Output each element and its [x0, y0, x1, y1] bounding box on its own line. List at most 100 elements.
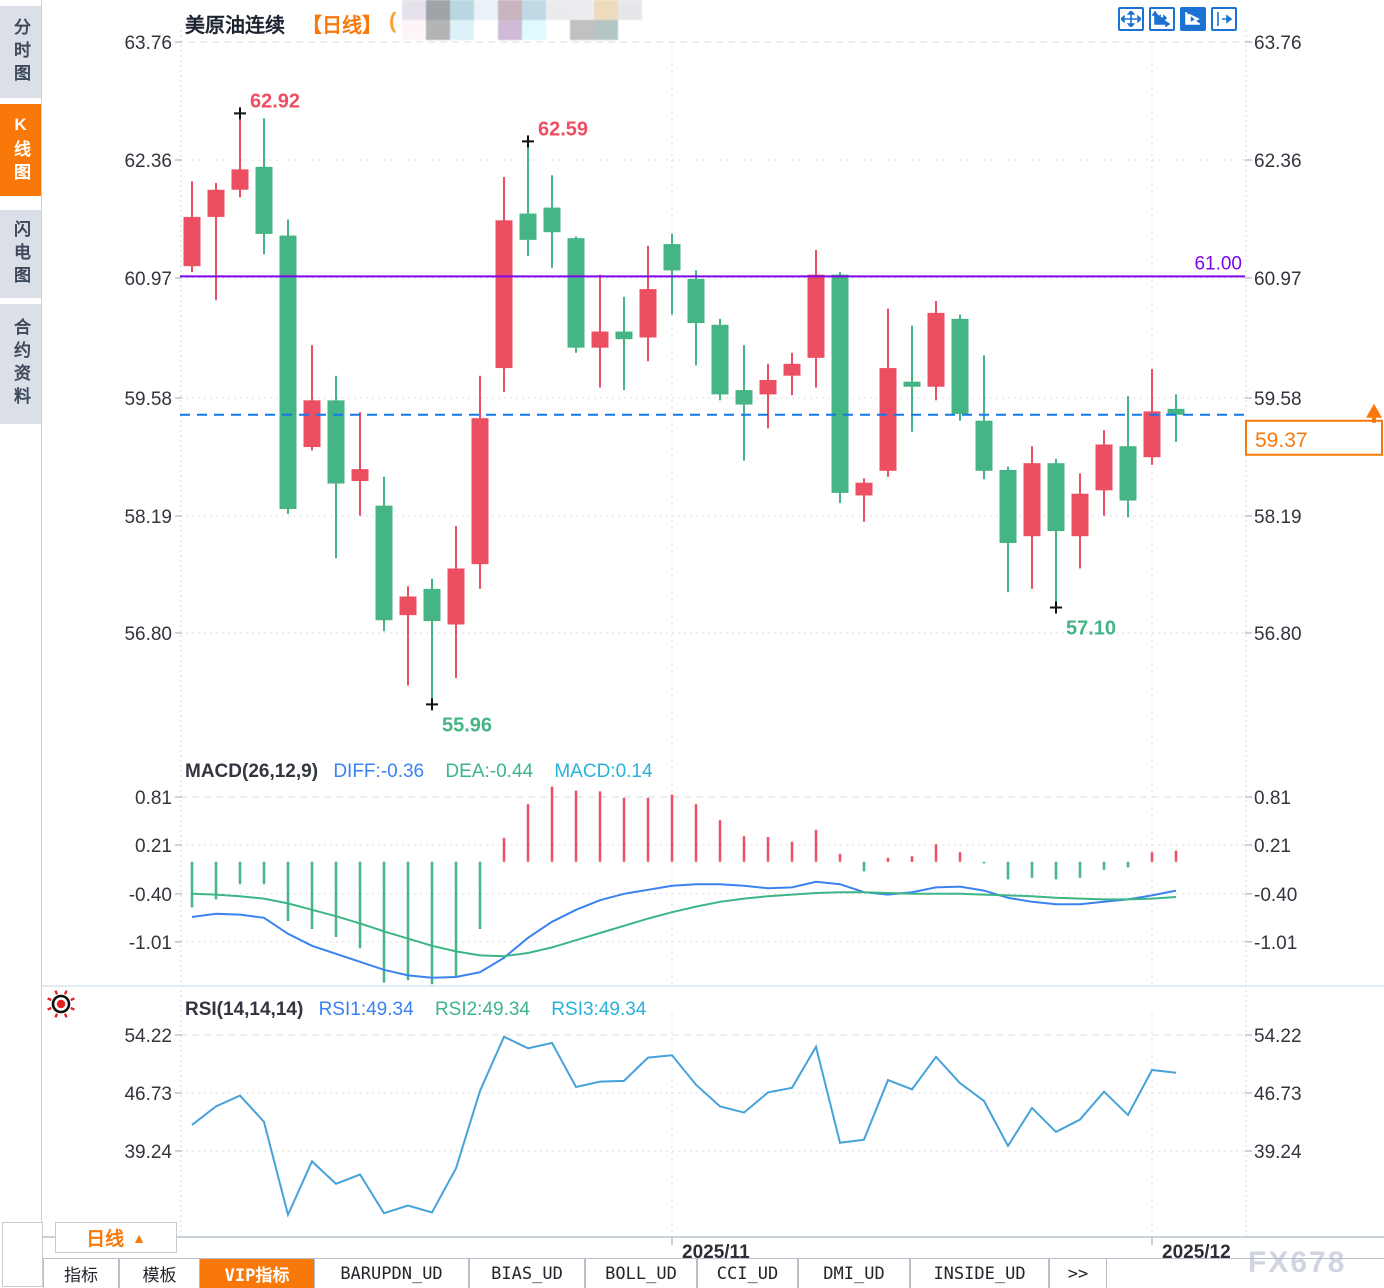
indicator-tab-指标[interactable]: 指标 — [43, 1259, 119, 1288]
current-price-badge — [1245, 419, 1383, 456]
candle — [279, 219, 297, 515]
sidebar-tab-2[interactable]: K线图 — [0, 104, 41, 196]
extremum-price-label: 55.96 — [442, 714, 492, 736]
gridlines-layer — [42, 30, 1384, 1245]
extremum-price-label: 62.92 — [250, 90, 300, 112]
candle — [831, 272, 849, 504]
annotations-layer: 62.92 62.59 55.96 57.10 — [234, 88, 1118, 738]
indicator-tab-bar: 指标 模板 VIP指标 BARUPDN_UD BIAS_UD BOLL_UD CCI_UD D… — [43, 1258, 1384, 1288]
indicator-tab--[interactable]: >> — [1049, 1259, 1107, 1288]
axis-zoom-icon[interactable] — [1149, 7, 1175, 31]
indicator-tab-barupdn-ud[interactable]: BARUPDN_UD — [314, 1259, 469, 1288]
macd-dea-value: DEA:-0.44 — [445, 761, 534, 782]
extremum-cross-icon — [234, 107, 246, 120]
sidebar-tab-4[interactable]: 合约资料 — [0, 304, 41, 424]
candle — [1047, 458, 1065, 608]
candle — [1167, 394, 1185, 442]
rsi2-value: RSI2:49.34 — [434, 999, 531, 1020]
y-axis-label: 63.76 — [124, 33, 172, 54]
censored-blur-patch — [402, 0, 642, 40]
indicator-tab-bias-ud[interactable]: BIAS_UD — [469, 1259, 585, 1288]
candle — [663, 233, 681, 315]
current-price-label: 59.37 — [1255, 429, 1308, 452]
y-axis-label: 0.81 — [135, 788, 172, 809]
macd-diff-value: DIFF:-0.36 — [333, 761, 425, 782]
y-axis-label: -1.01 — [129, 933, 172, 954]
rsi-header: RSI(14,14,14) RSI1:49.34 RSI2:49.34 RSI3… — [185, 999, 646, 1021]
candle — [615, 296, 633, 391]
period-button[interactable]: 日线 ▲ — [55, 1222, 177, 1253]
candle — [399, 586, 417, 686]
candle — [1143, 368, 1161, 465]
candle — [1119, 396, 1137, 518]
mosaic-block — [450, 20, 474, 40]
mosaic-block — [474, 0, 498, 20]
macd-macd-value: MACD:0.14 — [554, 761, 653, 782]
mosaic-block — [498, 0, 522, 20]
bottom-corner-cell — [2, 1222, 43, 1287]
candle — [567, 236, 585, 353]
extremum-cross-icon — [426, 698, 438, 711]
y-axis-label: -1.01 — [1254, 933, 1297, 954]
rsi3-value: RSI3:49.34 — [551, 999, 647, 1020]
candle — [495, 177, 513, 392]
chart-toolbar — [1118, 7, 1237, 31]
indicator-tab-模板[interactable]: 模板 — [119, 1259, 200, 1288]
indicator-tab-dmi-ud[interactable]: DMI_UD — [798, 1259, 910, 1288]
candle — [423, 578, 441, 705]
candle — [447, 526, 465, 678]
sidebar-tab-1[interactable]: 分时图 — [0, 6, 41, 98]
sidebar-tab-label: K线图 — [11, 114, 30, 186]
candle — [687, 270, 705, 366]
indicator-tab-boll-ud[interactable]: BOLL_UD — [585, 1259, 697, 1288]
period-button-label: 日线 — [86, 1229, 125, 1250]
y-axis-label: 46.73 — [124, 1084, 172, 1105]
candle — [639, 245, 657, 362]
alert-price-label: 61.00 — [1194, 253, 1242, 274]
candle — [879, 308, 897, 477]
candle — [183, 181, 201, 273]
y-axis-label: 56.80 — [124, 624, 172, 645]
rsi-title: RSI(14,14,14) — [185, 999, 304, 1020]
candle — [207, 182, 225, 301]
macd-dea-line — [191, 891, 1177, 958]
y-axis-label: 56.80 — [1254, 624, 1302, 645]
mosaic-block — [522, 20, 546, 40]
candle — [783, 352, 801, 396]
y-axis-label: 39.24 — [124, 1142, 172, 1163]
mosaic-block — [426, 0, 450, 20]
candle — [1071, 473, 1089, 569]
extremum-price-label: 62.59 — [538, 118, 588, 140]
sidebar-tab-label: 合约资料 — [11, 318, 30, 410]
mosaic-block — [546, 0, 570, 20]
mosaic-block — [570, 20, 594, 40]
mosaic-block — [594, 0, 618, 20]
pan-move-icon[interactable] — [1118, 7, 1144, 31]
y-axis-label: 0.21 — [135, 836, 172, 857]
candle — [711, 318, 729, 401]
indicator-tab-cci-ud[interactable]: CCI_UD — [697, 1259, 798, 1288]
mosaic-block — [594, 20, 618, 40]
mosaic-block — [618, 20, 642, 40]
extremum-cross-icon — [522, 135, 534, 148]
sidebar-tab-3[interactable]: 闪电图 — [0, 210, 41, 298]
auto-follow-icon[interactable] — [1180, 7, 1206, 31]
sidebar-tab-label: 闪电图 — [11, 219, 30, 289]
indicator-tab-vip指标[interactable]: VIP指标 — [200, 1259, 314, 1288]
candle — [543, 175, 561, 268]
candle — [807, 250, 825, 388]
candle — [591, 274, 609, 388]
macd-title: MACD(26,12,9) — [185, 761, 319, 782]
candle — [855, 478, 873, 522]
y-axis-label: 58.19 — [124, 507, 172, 528]
macd-layer — [190, 786, 1178, 985]
candle — [1023, 446, 1041, 589]
indicator-tab-inside-ud[interactable]: INSIDE_UD — [910, 1259, 1049, 1288]
y-axis-label: 62.36 — [124, 151, 172, 172]
y-axis-label: 0.21 — [1254, 836, 1291, 857]
mosaic-block — [618, 0, 642, 20]
collapse-right-icon[interactable] — [1211, 7, 1237, 31]
rsi-layer — [191, 1035, 1177, 1218]
